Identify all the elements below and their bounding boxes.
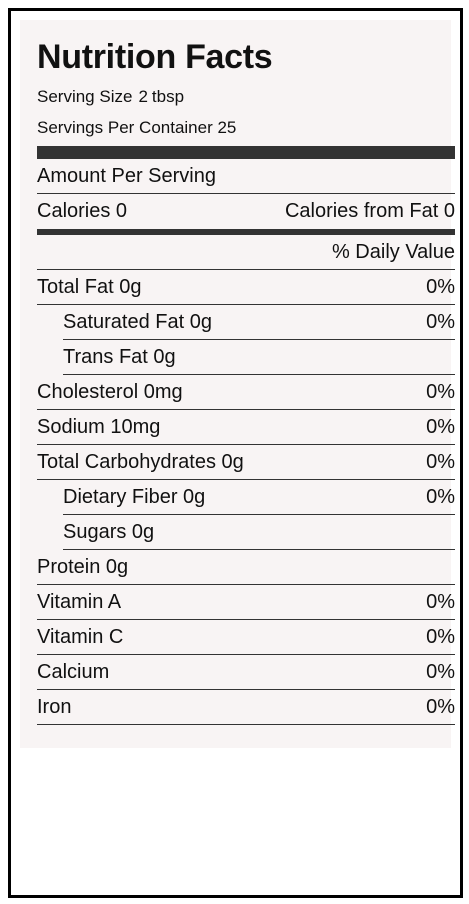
nutrient-row-calcium: Calcium 0% bbox=[37, 655, 455, 690]
serving-size-quantity: 2 bbox=[138, 87, 148, 106]
nutrition-label-frame: Nutrition Facts Serving Size 2 tbsp Servin… bbox=[8, 8, 463, 898]
nutrient-name: Cholesterol 0mg bbox=[37, 380, 183, 403]
amount-per-serving-label: Amount Per Serving bbox=[37, 164, 216, 187]
nutrient-daily-value: 0% bbox=[426, 275, 455, 298]
nutrient-daily-value: 0% bbox=[426, 590, 455, 613]
nutrient-name: Protein 0g bbox=[37, 555, 129, 578]
nutrient-daily-value: 0% bbox=[426, 415, 455, 438]
nutrient-name: Iron bbox=[37, 695, 72, 718]
nutrient-row-sugars: Sugars 0g bbox=[63, 515, 455, 550]
calories-from-fat-value: Calories from Fat 0 bbox=[284, 200, 455, 222]
nutrient-daily-value: 0% bbox=[426, 485, 455, 508]
nutrient-row-cholesterol: Cholesterol 0mg 0% bbox=[37, 375, 455, 410]
nutrient-name: Total Fat 0g bbox=[37, 275, 142, 298]
nutrition-label-content: Nutrition Facts Serving Size 2 tbsp Servin… bbox=[37, 20, 455, 725]
label-title: Nutrition Facts bbox=[37, 38, 273, 76]
calories-row: Calories 0 Calories from Fat 0 bbox=[37, 194, 455, 229]
nutrient-name: Total Carbohydrates 0g bbox=[37, 450, 244, 473]
nutrition-label-panel: Nutrition Facts Serving Size 2 tbsp Servin… bbox=[20, 20, 455, 748]
nutrient-row-vitamin-a: Vitamin A 0% bbox=[37, 585, 455, 620]
nutrient-row-total-carbohydrates: Total Carbohydrates 0g 0% bbox=[37, 445, 455, 480]
nutrient-daily-value: 0% bbox=[426, 625, 455, 648]
nutrient-row-sodium: Sodium 10mg 0% bbox=[37, 410, 455, 445]
nutrient-row-vitamin-c: Vitamin C 0% bbox=[37, 620, 455, 655]
nutrient-daily-value: 0% bbox=[426, 450, 455, 473]
nutrient-daily-value: 0% bbox=[426, 695, 455, 718]
nutrient-name: Calcium bbox=[37, 660, 110, 683]
serving-size-unit: tbsp bbox=[151, 87, 185, 106]
nutrient-row-saturated-fat: Saturated Fat 0g 0% bbox=[63, 305, 455, 340]
nutrient-name: Dietary Fiber 0g bbox=[63, 485, 206, 508]
nutrient-row-dietary-fiber: Dietary Fiber 0g 0% bbox=[63, 480, 455, 515]
daily-value-header-row: % Daily Value bbox=[37, 235, 455, 270]
medium-divider bbox=[37, 229, 455, 235]
nutrient-row-total-fat: Total Fat 0g 0% bbox=[37, 270, 455, 305]
nutrient-name: Sugars 0g bbox=[63, 520, 155, 543]
nutrient-daily-value: 0% bbox=[426, 660, 455, 683]
nutrient-daily-value: 0% bbox=[426, 380, 455, 403]
serving-size: Serving Size 2 tbsp bbox=[37, 85, 455, 109]
daily-value-header: % Daily Value bbox=[331, 240, 455, 263]
calories-value: Calories 0 bbox=[37, 200, 128, 222]
nutrient-name: Sodium 10mg bbox=[37, 415, 161, 438]
nutrient-row-protein: Protein 0g bbox=[37, 550, 455, 585]
nutrient-daily-value: 0% bbox=[426, 310, 455, 333]
amount-per-serving-row: Amount Per Serving bbox=[37, 159, 455, 194]
nutrient-name: Vitamin A bbox=[37, 590, 122, 613]
serving-size-label: Serving Size bbox=[37, 87, 133, 106]
nutrient-row-iron: Iron 0% bbox=[37, 690, 455, 725]
servings-per-container: Servings Per Container 25 bbox=[37, 118, 237, 137]
nutrient-name: Vitamin C bbox=[37, 625, 124, 648]
thick-divider bbox=[37, 146, 455, 159]
nutrient-name: Trans Fat 0g bbox=[63, 345, 176, 368]
nutrient-row-trans-fat: Trans Fat 0g bbox=[63, 340, 455, 375]
nutrient-name: Saturated Fat 0g bbox=[63, 310, 212, 333]
